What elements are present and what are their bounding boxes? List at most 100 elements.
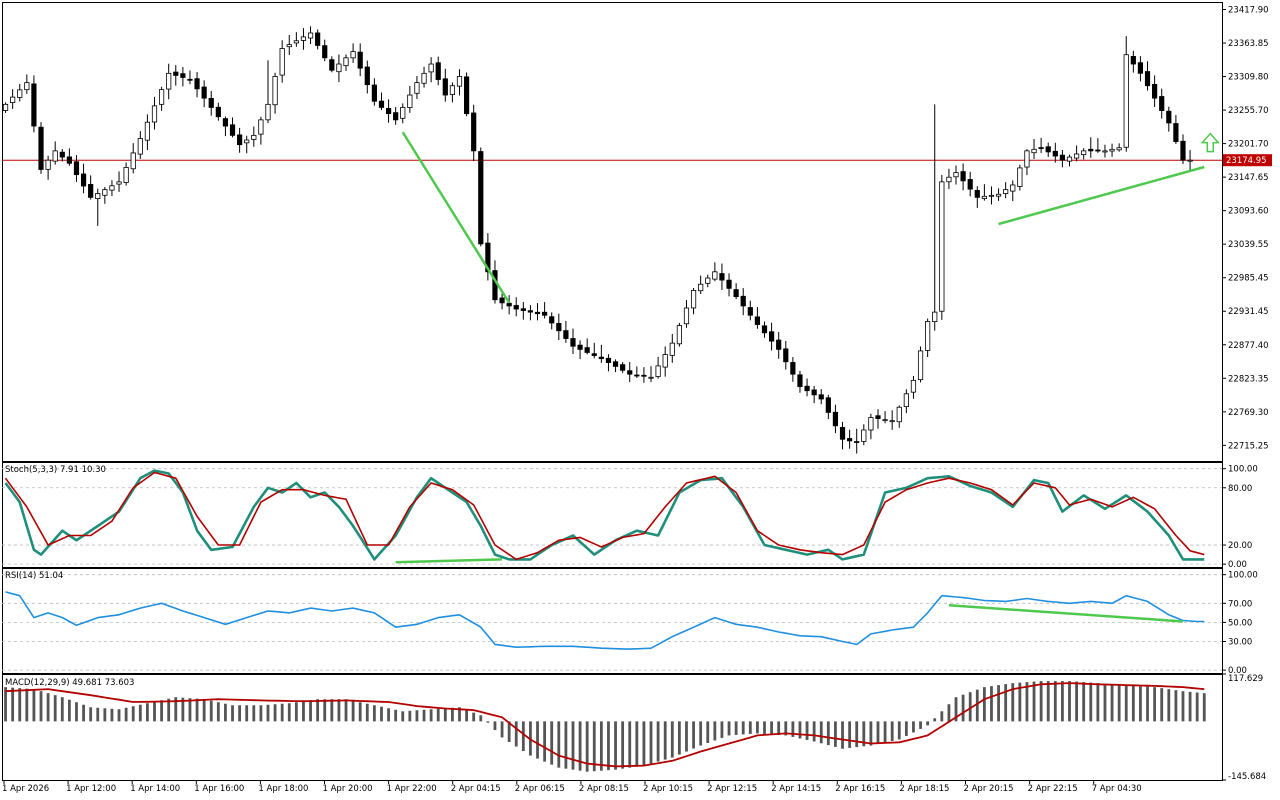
candle (485, 233, 491, 281)
stochastic-pane[interactable]: 100.00 80.00 20.00 0.00 Stoch(5,3,3) 7.91 1… (2, 465, 1258, 570)
bear-candle-body (393, 112, 399, 121)
macd-histogram-bar (855, 721, 859, 748)
rsi-trendline (948, 603, 1184, 623)
bull-candle-body (988, 194, 995, 197)
candle (95, 188, 101, 226)
candle (343, 54, 349, 72)
candle (527, 305, 534, 321)
bear-candle-body (832, 411, 839, 427)
bull-candle-body (910, 379, 917, 393)
candle (1045, 142, 1051, 157)
stoch-axis-tick-label: 0.00 (1228, 560, 1247, 570)
candle (946, 168, 952, 189)
macd-histogram-bar (387, 708, 390, 722)
candle (456, 69, 463, 96)
candle (825, 394, 831, 420)
macd-histogram-bar (67, 699, 71, 722)
macd-histogram-bar (252, 705, 256, 722)
candle (889, 410, 895, 430)
bear-candle-body (534, 311, 541, 315)
macd-histogram-bar (46, 693, 50, 722)
candle (783, 340, 789, 370)
macd-histogram-bar (259, 705, 263, 722)
candle (66, 148, 72, 166)
bull-candle-body (95, 193, 101, 199)
macd-histogram-bar (677, 721, 681, 755)
macd-histogram-bar (848, 721, 852, 748)
stoch-axis-tick-label: 100.00 (1228, 465, 1258, 475)
bear-candle-body (1130, 56, 1136, 65)
macd-histogram-bar (167, 698, 171, 722)
macd-histogram-bar (564, 721, 568, 769)
time-axis-label: 1 Apr 2026 (2, 784, 49, 794)
rsi-axis-tick-label: 0.00 (1228, 666, 1247, 676)
macd-histogram-bar (209, 700, 213, 722)
macd-histogram-bar (401, 711, 405, 722)
macd-histogram-bar (933, 718, 937, 722)
bull-candle-body (350, 51, 356, 59)
macd-histogram-bar (1011, 683, 1015, 722)
macd-histogram-bar (1103, 683, 1107, 722)
candle (903, 389, 909, 414)
bear-candle-body (215, 106, 221, 118)
macd-histogram-bar (344, 699, 348, 722)
macd-histogram-bar (39, 691, 43, 722)
bear-candle-body (584, 347, 590, 353)
bull-candle-body (1010, 184, 1016, 192)
price-pane[interactable]: 23417.90 23363.85 23309.80 23255.70 23201.70… (2, 6, 1272, 454)
bear-candle-body (435, 62, 441, 80)
macd-histogram-bar (1131, 685, 1135, 722)
candle (1109, 143, 1115, 157)
bear-candle-body (825, 397, 831, 413)
candle (542, 302, 548, 319)
candle (797, 370, 803, 393)
candle (180, 67, 186, 87)
candle (144, 114, 151, 151)
candle (286, 35, 292, 55)
bull-candle-body (698, 283, 704, 292)
candle (513, 297, 519, 317)
bear-candle-body (768, 331, 775, 342)
macd-histogram-bar (1032, 681, 1036, 722)
macd-histogram-bar (365, 703, 369, 722)
bull-candle-body (400, 107, 406, 119)
bear-candle-body (208, 98, 214, 108)
macd-pane[interactable]: 117.629 -145.684 MACD(12,29,9) 49.681 73.… (4, 673, 1266, 782)
bear-candle-body (563, 330, 569, 339)
rsi-pane[interactable]: 100.00 70.00 50.00 30.00 0.00 RSI(14) 51.04 (2, 571, 1258, 676)
current-price-label: 23174.95 (1226, 156, 1267, 166)
candle (591, 342, 597, 359)
bear-candle-body (180, 73, 186, 78)
bull-candle-body (251, 134, 257, 140)
candle (832, 404, 839, 434)
price-axis-tick-label: 23417.90 (1228, 6, 1269, 16)
candle (584, 338, 590, 355)
macd-histogram-bar (394, 709, 398, 722)
macd-histogram-bar (188, 698, 192, 722)
candle (612, 359, 619, 373)
macd-histogram-bar (1061, 681, 1064, 722)
macd-histogram-bar (224, 703, 227, 722)
candle (222, 116, 229, 137)
macd-histogram-bar (53, 695, 57, 722)
candle (258, 116, 264, 145)
candle (1095, 138, 1101, 153)
bear-candle-body (733, 289, 739, 298)
price-axis-tick-label: 23201.70 (1228, 140, 1269, 150)
bull-candle-body (102, 189, 108, 196)
macd-histogram-bar (543, 721, 547, 762)
bull-candle-body (1116, 147, 1122, 151)
macd-histogram-bar (117, 709, 121, 722)
bear-candle-body (442, 78, 448, 96)
bear-candle-body (634, 374, 640, 377)
macd-histogram-bar (947, 704, 951, 722)
candle (322, 39, 328, 62)
candle (194, 72, 200, 98)
candle (52, 141, 58, 165)
bear-candle-body (478, 151, 484, 245)
bear-candle-body (754, 316, 761, 325)
candle (1144, 61, 1151, 91)
candle (620, 362, 626, 373)
bear-candle-body (1159, 96, 1165, 111)
